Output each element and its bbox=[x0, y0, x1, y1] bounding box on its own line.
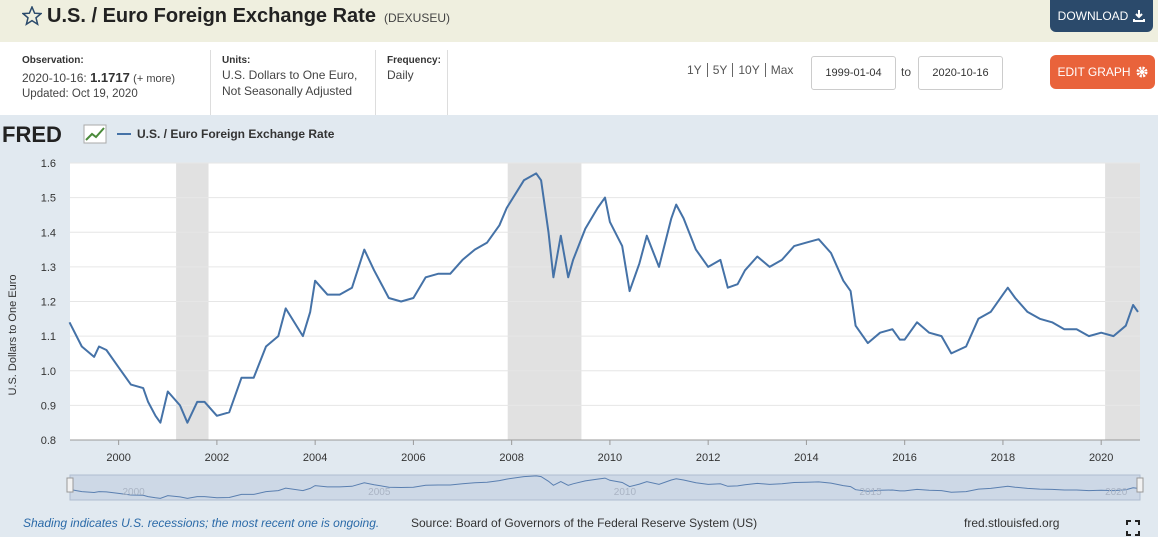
y-tick-label: 1.2 bbox=[41, 297, 56, 309]
edit-graph-button[interactable]: EDIT GRAPH bbox=[1050, 55, 1155, 89]
units-line: Not Seasonally Adjusted bbox=[222, 84, 353, 98]
navigator-handle[interactable] bbox=[66, 477, 74, 493]
download-button[interactable]: DOWNLOAD bbox=[1050, 0, 1153, 32]
observation-date: 2020-10-16: bbox=[22, 71, 87, 85]
y-tick-label: 1.0 bbox=[41, 366, 56, 378]
x-tick-label: 2014 bbox=[794, 452, 818, 464]
navigator bbox=[69, 474, 1141, 501]
navigator-label: 2000 bbox=[123, 487, 146, 498]
x-tick-label: 2002 bbox=[205, 452, 229, 464]
navigator-label: 2020 bbox=[1105, 487, 1128, 498]
edit-label: EDIT GRAPH bbox=[1057, 65, 1131, 79]
divider bbox=[447, 50, 448, 115]
x-tick-label: 2018 bbox=[991, 452, 1015, 464]
x-tick-label: 2000 bbox=[106, 452, 130, 464]
navigator-label: 2015 bbox=[859, 487, 882, 498]
top-bar: U.S. / Euro Foreign Exchange Rate (DEXUS… bbox=[0, 0, 1158, 42]
info-panel: Observation: 2020-10-16: 1.1717 (+ more)… bbox=[0, 42, 1158, 115]
chart: FRED U.S. Dollars to One Euro U.S. / Eur… bbox=[2, 122, 1144, 536]
x-tick-label: 2010 bbox=[598, 452, 622, 464]
x-tick-label: 2012 bbox=[696, 452, 720, 464]
y-tick-label: 1.3 bbox=[41, 262, 56, 274]
observation-value: 1.1717 bbox=[90, 70, 130, 85]
start-date-input[interactable]: 1999-01-04 bbox=[811, 56, 896, 90]
x-tick-label: 2004 bbox=[303, 452, 327, 464]
more-link[interactable]: (+ more) bbox=[133, 73, 176, 85]
gear-icon bbox=[1136, 66, 1148, 78]
navigator-label: 2010 bbox=[614, 487, 637, 498]
to-label: to bbox=[901, 65, 912, 79]
observation: 2020-10-16: 1.1717 (+ more) bbox=[22, 70, 175, 85]
footer-site: fred.stlouisfed.org bbox=[964, 516, 1059, 530]
divider bbox=[375, 50, 376, 115]
navigator-line bbox=[69, 475, 1139, 499]
range-link[interactable]: Max bbox=[764, 63, 799, 77]
y-tick-label: 1.5 bbox=[41, 193, 56, 205]
y-tick-label: 0.9 bbox=[41, 400, 56, 412]
frequency-label: Frequency: bbox=[387, 55, 441, 66]
range-link[interactable]: 10Y bbox=[732, 63, 765, 77]
download-label: DOWNLOAD bbox=[1057, 9, 1129, 23]
range-link[interactable]: 5Y bbox=[706, 63, 733, 77]
x-tick-label: 2006 bbox=[401, 452, 425, 464]
range-links: 1Y 5Y 10Y Max bbox=[687, 63, 799, 77]
title: U.S. / Euro Foreign Exchange Rate bbox=[47, 5, 376, 27]
updated: Updated: Oct 19, 2020 bbox=[22, 88, 138, 100]
series-id: (DEXUSEU) bbox=[384, 11, 451, 25]
units-line: U.S. Dollars to One Euro, bbox=[222, 68, 358, 82]
y-tick-label: 0.8 bbox=[41, 435, 56, 447]
divider bbox=[210, 50, 211, 115]
download-icon bbox=[1133, 10, 1146, 22]
legend-label: U.S. / Euro Foreign Exchange Rate bbox=[137, 127, 335, 141]
brand-logo: FRED bbox=[2, 122, 62, 147]
x-tick-label: 2016 bbox=[892, 452, 916, 464]
data-line bbox=[68, 172, 1139, 424]
y-tick-label: 1.1 bbox=[41, 331, 56, 343]
footer-note: Shading indicates U.S. recessions; the m… bbox=[23, 516, 379, 530]
observation-label: Observation: bbox=[22, 55, 84, 66]
range-link[interactable]: 1Y bbox=[687, 63, 702, 77]
navigator-label: 2005 bbox=[368, 487, 391, 498]
y-tick-label: 1.6 bbox=[41, 158, 56, 170]
y-axis-label: U.S. Dollars to One Euro bbox=[7, 274, 19, 395]
brand-icon bbox=[83, 124, 107, 144]
star-icon[interactable] bbox=[22, 6, 42, 26]
units-label: Units: bbox=[222, 55, 251, 66]
end-date-input[interactable]: 2020-10-16 bbox=[918, 56, 1003, 90]
x-tick-label: 2008 bbox=[499, 452, 523, 464]
footer-source: Source: Board of Governors of the Federa… bbox=[411, 516, 757, 530]
y-tick-label: 1.4 bbox=[41, 227, 56, 239]
x-tick-label: 2020 bbox=[1089, 452, 1113, 464]
frequency: Daily bbox=[387, 68, 414, 82]
navigator-handle[interactable] bbox=[1136, 477, 1144, 493]
fullscreen-icon[interactable] bbox=[1126, 520, 1140, 536]
